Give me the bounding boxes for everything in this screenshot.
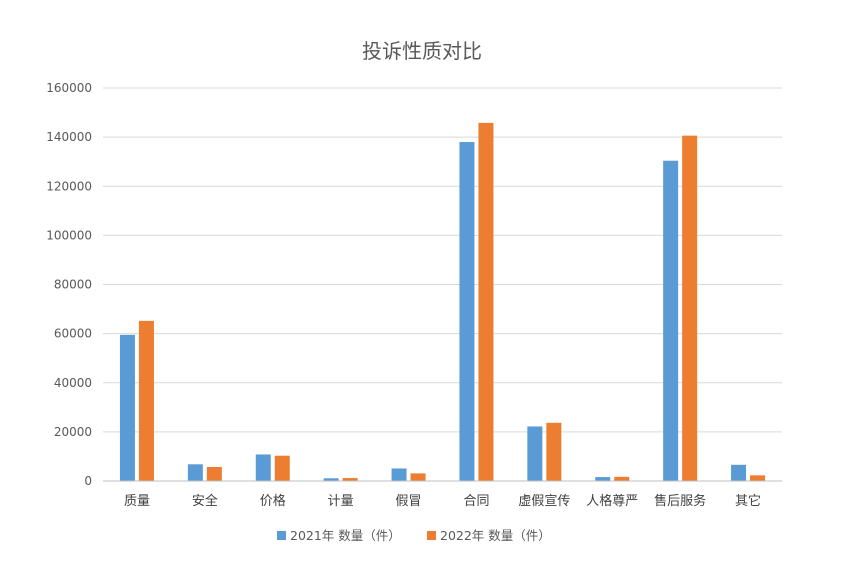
y-tick-label: 60000 [54, 327, 92, 341]
bar-2022-3 [342, 478, 358, 481]
y-tick-label: 140000 [46, 130, 92, 144]
y-tick-label: 0 [84, 474, 92, 488]
bar-2022-4 [410, 473, 426, 481]
x-tick-label: 价格 [260, 493, 286, 509]
bar-2021-3 [323, 478, 339, 481]
legend-label: 2022年 数量（件） [440, 528, 551, 543]
x-tick-label: 虚假宣传 [518, 493, 570, 509]
bar-2021-1 [187, 464, 203, 481]
x-tick-label: 合同 [463, 494, 489, 509]
x-tick-label: 计量 [328, 494, 354, 509]
bar-2021-6 [527, 426, 543, 481]
x-tick-label: 人格尊严 [586, 493, 638, 509]
bar-2021-5 [459, 142, 475, 481]
bar-2021-8 [663, 160, 679, 481]
bar-2022-7 [614, 476, 630, 481]
bar-2022-1 [206, 466, 222, 481]
y-tick-label: 80000 [54, 278, 92, 292]
bar-2021-4 [391, 468, 407, 481]
x-tick-label: 假冒 [396, 494, 422, 509]
legend-label: 2021年 数量（件） [290, 528, 401, 543]
bar-2021-7 [595, 477, 611, 481]
bar-2022-2 [274, 455, 290, 481]
y-tick-label: 20000 [54, 425, 92, 439]
x-tick-label: 安全 [192, 493, 218, 509]
bar-2022-6 [546, 422, 562, 481]
y-tick-label: 120000 [46, 179, 92, 193]
bar-2022-8 [682, 135, 698, 481]
y-axis-ticks: 0 20000 40000 60000 80000 100000 120000 140000 1… [46, 81, 92, 488]
legend-swatch [277, 531, 286, 540]
bar-2021-0 [119, 334, 135, 481]
x-tick-label: 质量 [124, 494, 150, 509]
y-tick-label: 40000 [54, 376, 92, 390]
legend: 2021年 数量（件） 2022年 数量（件） [277, 528, 551, 543]
x-tick-label: 售后服务 [654, 493, 706, 509]
bar-2022-5 [478, 122, 494, 481]
bar-2021-9 [731, 464, 747, 481]
legend-swatch [427, 531, 436, 540]
bars [119, 122, 766, 481]
bar-2022-0 [138, 320, 154, 481]
bar-2022-9 [750, 475, 766, 481]
x-axis-ticks: 质量 安全 价格 计量 假冒 合同 虚假宣传 人格尊严 售后服务 其它 [124, 493, 761, 509]
chart-title: 投诉性质对比 [362, 39, 482, 63]
y-tick-label: 160000 [46, 81, 92, 95]
y-tick-label: 100000 [46, 228, 92, 242]
gridlines [103, 87, 782, 433]
x-tick-label: 其它 [735, 493, 761, 509]
bar-2021-2 [255, 454, 271, 481]
